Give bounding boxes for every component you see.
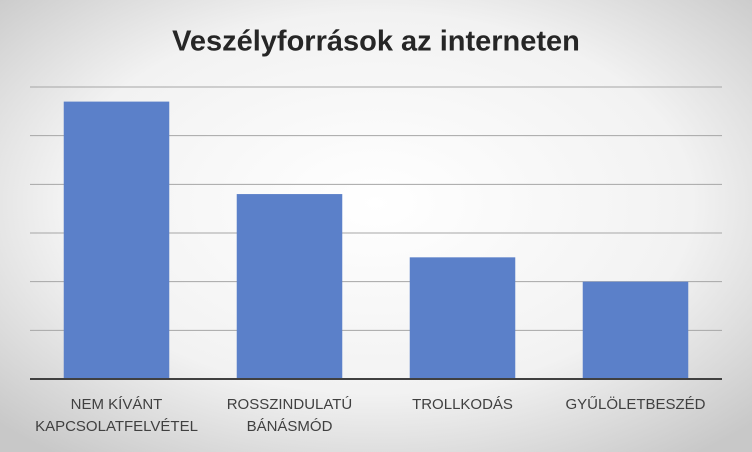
x-tick-label: GYŰLÖLETBESZÉD: [565, 395, 705, 413]
chart-title: Veszélyforrások az interneten: [172, 26, 580, 58]
bar: [63, 101, 170, 379]
bar: [582, 281, 689, 379]
x-tick-label: BÁNÁSMÓD: [247, 418, 333, 435]
bar: [236, 194, 343, 379]
x-tick-label: ROSSZINDULATÚ: [227, 396, 353, 413]
x-tick-label: TROLLKODÁS: [412, 396, 513, 413]
bar: [409, 257, 516, 379]
x-tick-label: KAPCSOLATFELVÉTEL: [35, 418, 198, 435]
x-tick-label: NEM KÍVÁNT: [71, 396, 163, 413]
